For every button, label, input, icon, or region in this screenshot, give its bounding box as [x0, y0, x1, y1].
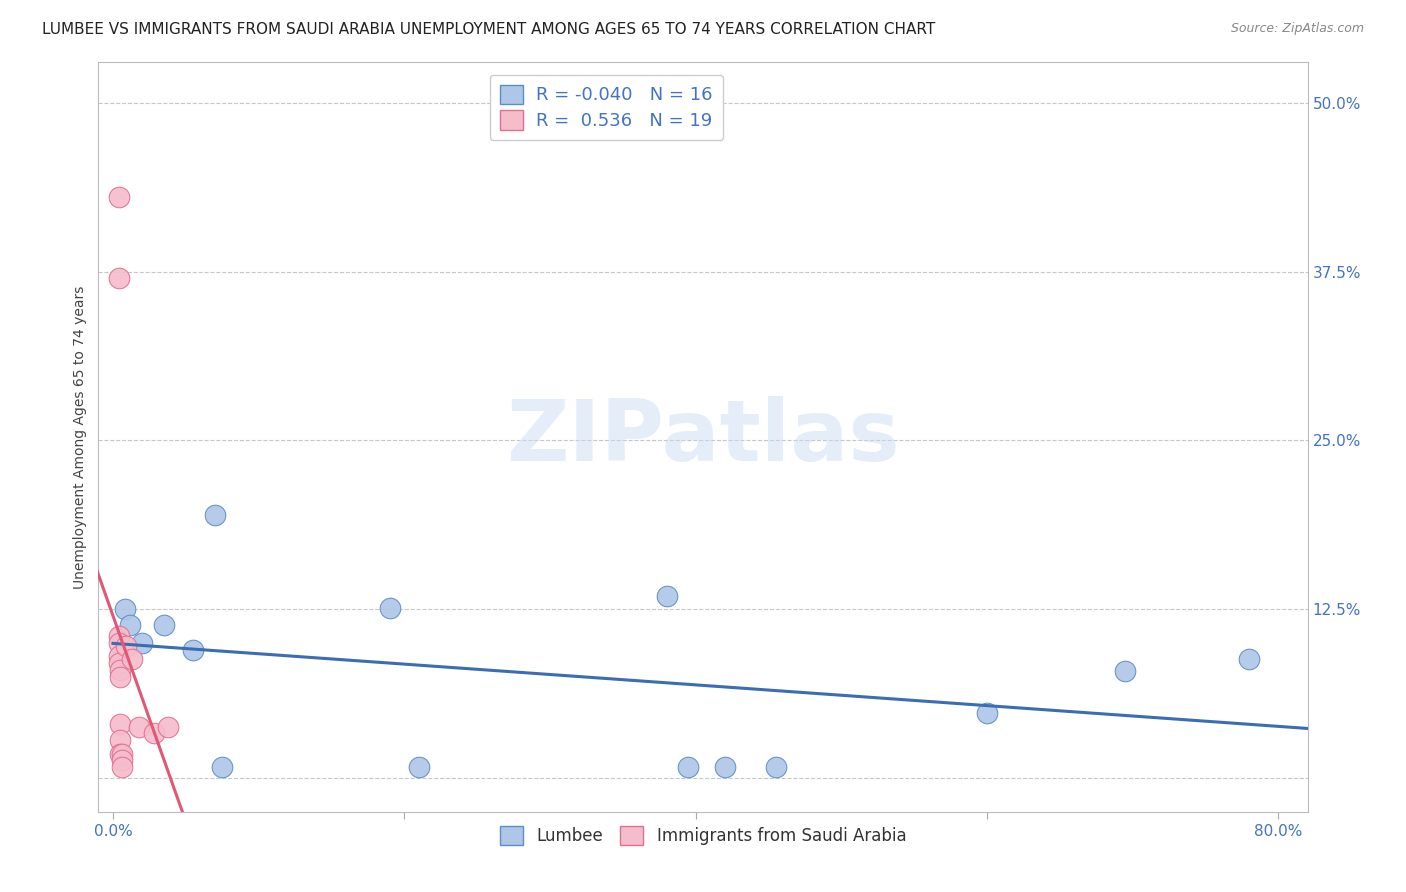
Point — [204, 508, 226, 522]
Point — [108, 271, 131, 285]
Point — [108, 657, 131, 671]
Point — [378, 600, 401, 615]
Point — [121, 652, 143, 666]
Point — [976, 706, 998, 721]
Point — [110, 663, 132, 677]
Point — [765, 760, 787, 774]
Point — [181, 642, 204, 657]
Point — [111, 747, 134, 761]
Point — [108, 636, 131, 650]
Point — [157, 720, 180, 734]
Point — [678, 760, 700, 774]
Point — [114, 602, 136, 616]
Point — [211, 760, 233, 774]
Point — [111, 760, 134, 774]
Point — [714, 760, 737, 774]
Point — [108, 190, 131, 204]
Point — [111, 753, 134, 767]
Legend: Lumbee, Immigrants from Saudi Arabia: Lumbee, Immigrants from Saudi Arabia — [494, 820, 912, 852]
Point — [1114, 665, 1136, 679]
Point — [131, 636, 153, 650]
Point — [108, 649, 131, 664]
Point — [108, 629, 131, 643]
Point — [142, 726, 165, 740]
Point — [115, 639, 138, 653]
Y-axis label: Unemployment Among Ages 65 to 74 years: Unemployment Among Ages 65 to 74 years — [73, 285, 87, 589]
Point — [655, 589, 678, 603]
Point — [110, 733, 132, 747]
Point — [128, 720, 150, 734]
Text: ZIPatlas: ZIPatlas — [506, 395, 900, 479]
Point — [110, 747, 132, 761]
Point — [153, 618, 176, 632]
Point — [408, 760, 430, 774]
Point — [110, 717, 132, 731]
Point — [1239, 652, 1261, 666]
Text: Source: ZipAtlas.com: Source: ZipAtlas.com — [1230, 22, 1364, 36]
Point — [120, 618, 142, 632]
Text: LUMBEE VS IMMIGRANTS FROM SAUDI ARABIA UNEMPLOYMENT AMONG AGES 65 TO 74 YEARS CO: LUMBEE VS IMMIGRANTS FROM SAUDI ARABIA U… — [42, 22, 935, 37]
Point — [110, 670, 132, 684]
